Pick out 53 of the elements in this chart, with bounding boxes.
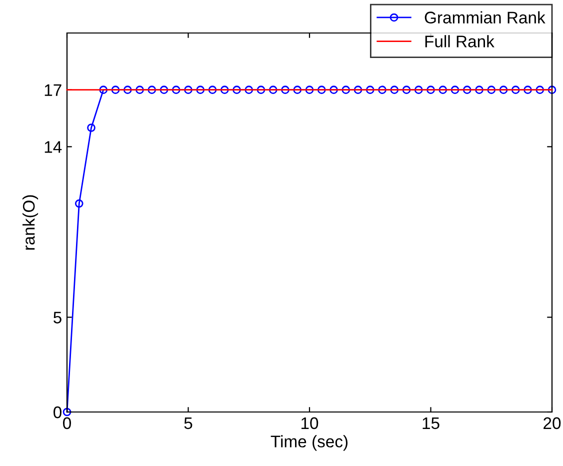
text: Full Rank (425, 35, 494, 48)
point (111, 86, 120, 94)
point (330, 86, 338, 94)
point (281, 86, 290, 94)
point (196, 86, 205, 94)
point (74, 199, 84, 208)
point (462, 86, 472, 94)
point (148, 86, 156, 94)
x-tick-label: 15 (422, 417, 440, 430)
point (536, 86, 544, 94)
point (390, 86, 399, 94)
point (450, 86, 460, 94)
y-tick-label: 14 (44, 141, 62, 153)
point (136, 86, 144, 94)
x-tick-label: 5 (184, 417, 192, 430)
y-axis-title: rank(O) (22, 195, 38, 250)
y-tick-label: 5 (54, 312, 62, 324)
point (548, 86, 556, 94)
point (172, 86, 180, 94)
point (256, 86, 266, 94)
point (87, 124, 96, 132)
point (426, 86, 435, 94)
point (317, 86, 326, 94)
x-tick-label: 0 (63, 417, 71, 430)
y-tick-label: 17 (44, 84, 62, 96)
point (244, 86, 254, 94)
point (123, 86, 132, 94)
point (293, 86, 302, 94)
point (305, 86, 314, 94)
point (354, 86, 362, 94)
point (487, 86, 496, 94)
point (366, 86, 374, 94)
point (378, 86, 386, 94)
point (232, 86, 241, 94)
point (268, 86, 278, 94)
y-tick-label: 0 (54, 406, 62, 418)
point (511, 86, 520, 94)
point (524, 86, 532, 94)
point (220, 86, 229, 94)
x-tick-label: 10 (302, 417, 318, 430)
point (208, 86, 217, 94)
point (184, 86, 192, 94)
point (342, 86, 350, 94)
x-tick-label: 20 (544, 417, 561, 430)
point (99, 86, 108, 94)
x-axis-title: Time (sec) (270, 435, 348, 451)
point (160, 86, 168, 94)
point (499, 86, 508, 94)
point (438, 86, 448, 94)
point (475, 86, 484, 94)
point (414, 86, 423, 94)
legend-label: Grammian Rank (424, 11, 546, 24)
point (402, 86, 411, 94)
